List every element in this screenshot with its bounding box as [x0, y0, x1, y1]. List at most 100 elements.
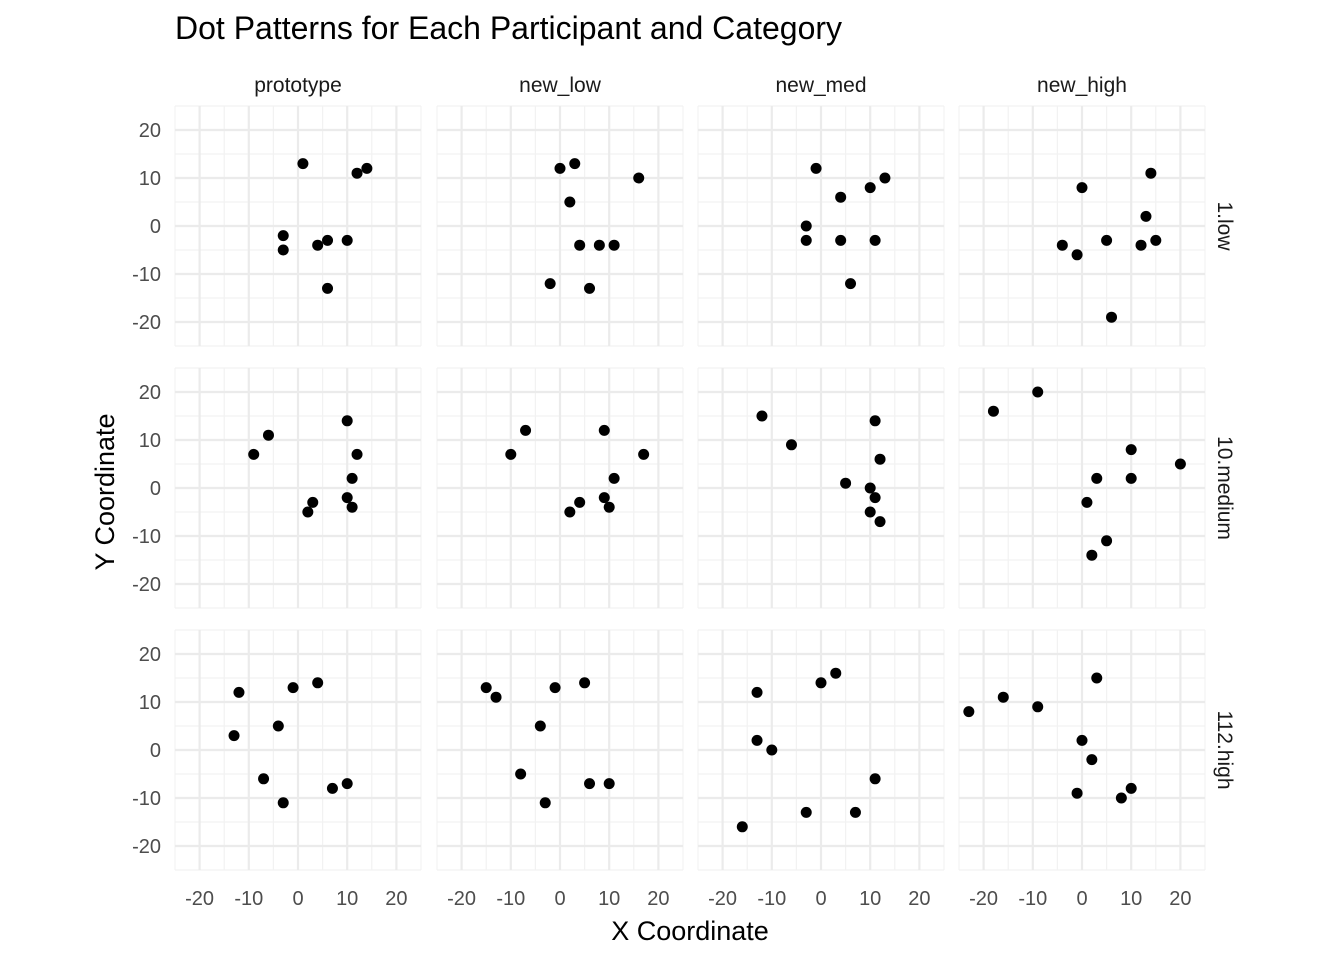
column-strip-label: new_med	[775, 74, 866, 97]
data-point	[564, 196, 576, 208]
data-point	[1125, 444, 1137, 456]
data-point	[228, 730, 240, 742]
y-axis-title: Y Coordinate	[90, 413, 120, 570]
panel-10.medium-prototype: -20 -10 0 10 20	[132, 367, 422, 609]
data-point	[574, 496, 586, 508]
x-tick-label: 0	[1076, 888, 1087, 910]
x-tick-label: 10	[336, 888, 358, 910]
data-point	[1135, 239, 1147, 251]
x-tick-label: 20	[647, 888, 669, 910]
x-tick-label: -10	[234, 888, 263, 910]
data-point	[785, 439, 797, 451]
x-tick-label: 0	[815, 888, 826, 910]
data-point	[341, 415, 353, 427]
data-point	[277, 244, 289, 256]
data-point	[879, 172, 891, 184]
y-tick-label: -20	[132, 836, 161, 858]
column-strip-label: prototype	[254, 74, 342, 97]
data-point	[1101, 535, 1113, 547]
data-point	[1125, 472, 1137, 484]
data-point	[1086, 754, 1098, 766]
y-tick-label: -20	[132, 574, 161, 596]
data-point	[515, 768, 527, 780]
data-point	[287, 682, 299, 694]
data-point	[322, 282, 334, 294]
data-point	[751, 686, 763, 698]
panel-112.high-new_high: 112.high -20 -10 0 10 20	[958, 629, 1236, 910]
x-tick-label: -20	[185, 888, 214, 910]
row-strip-label: 1.low	[1213, 201, 1236, 251]
data-point	[874, 453, 886, 465]
row-strip-label: 112.high	[1213, 710, 1236, 789]
data-point	[549, 682, 561, 694]
data-point	[248, 448, 260, 460]
column-strip-label: new_high	[1037, 74, 1127, 97]
x-tick-label: 20	[908, 888, 930, 910]
data-point	[830, 667, 842, 679]
data-point	[277, 230, 289, 242]
data-point	[272, 720, 284, 732]
x-tick-label: -10	[1018, 888, 1047, 910]
data-point	[1150, 234, 1162, 246]
data-point	[1081, 496, 1093, 508]
data-point	[800, 806, 812, 818]
data-point	[869, 415, 881, 427]
data-point	[584, 282, 596, 294]
x-tick-label: 20	[1169, 888, 1191, 910]
data-point	[346, 501, 358, 513]
data-point	[800, 234, 812, 246]
data-point	[341, 778, 353, 790]
x-tick-label: -10	[757, 888, 786, 910]
data-point	[815, 677, 827, 689]
data-point	[1076, 734, 1088, 746]
x-tick-label: -20	[969, 888, 998, 910]
data-point	[326, 782, 338, 794]
data-point	[258, 773, 270, 785]
data-point	[346, 472, 358, 484]
data-point	[569, 158, 581, 170]
panel-1.low-new_high: new_high 1.low	[958, 74, 1236, 347]
data-point	[800, 220, 812, 232]
data-point	[608, 472, 620, 484]
y-tick-label: 0	[150, 740, 161, 762]
panel-1.low-new_low: new_low	[436, 74, 684, 347]
x-tick-label: 10	[598, 888, 620, 910]
data-point	[756, 410, 768, 422]
data-point	[638, 448, 650, 460]
y-tick-label: -10	[132, 526, 161, 548]
y-tick-label: 10	[139, 430, 161, 452]
data-point	[480, 682, 492, 694]
data-point	[351, 448, 363, 460]
data-point	[564, 506, 576, 518]
data-point	[1076, 182, 1088, 194]
x-tick-label: -20	[447, 888, 476, 910]
y-tick-label: 20	[139, 382, 161, 404]
data-point	[864, 506, 876, 518]
data-point	[312, 677, 324, 689]
x-tick-label: 0	[554, 888, 565, 910]
panel-10.medium-new_med	[697, 367, 945, 609]
data-point	[864, 182, 876, 194]
data-point	[997, 691, 1009, 703]
x-tick-label: 10	[1120, 888, 1142, 910]
data-point	[361, 162, 373, 174]
data-point	[262, 429, 274, 441]
data-point	[633, 172, 645, 184]
data-point	[297, 158, 309, 170]
panel-112.high-new_med: -20 -10 0 10 20	[697, 629, 945, 910]
data-point	[1140, 210, 1152, 222]
panel-10.medium-new_low	[436, 367, 684, 609]
data-point	[864, 482, 876, 494]
data-point	[1106, 311, 1118, 323]
data-point	[520, 424, 532, 436]
data-point	[539, 797, 551, 809]
data-point	[751, 734, 763, 746]
data-point	[1071, 787, 1083, 799]
data-point	[1125, 782, 1137, 794]
data-point	[603, 778, 615, 790]
data-point	[849, 806, 861, 818]
x-tick-label: -10	[496, 888, 525, 910]
data-point	[603, 501, 615, 513]
data-point	[963, 706, 975, 718]
